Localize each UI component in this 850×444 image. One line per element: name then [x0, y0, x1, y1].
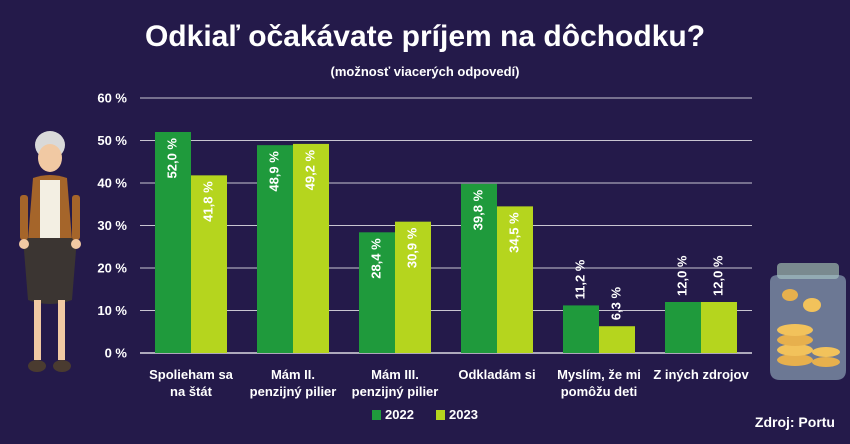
bar-2023	[701, 302, 737, 353]
x-axis: Spolieham sa na štát Mám II. penzijný pilie…	[149, 367, 749, 399]
y-axis: 0 % 10 % 20 % 30 % 40 % 50 % 60 %	[97, 91, 127, 361]
bar-2022	[359, 232, 395, 353]
bar-value-label: 34,5 %	[506, 212, 521, 253]
chart-subtitle: (možnosť viacerých odpovedí)	[331, 64, 520, 79]
y-tick-label: 0 %	[105, 346, 128, 361]
y-tick-label: 30 %	[97, 218, 127, 233]
chart-title: Odkiaľ očakávate príjem na dôchodku?	[145, 20, 705, 53]
gridlines	[140, 97, 752, 354]
legend-label: 2023	[449, 407, 478, 422]
bar-2023	[599, 326, 635, 353]
bar-2023	[293, 143, 329, 353]
y-tick-label: 40 %	[97, 176, 127, 191]
bar-value-label: 41,8 %	[200, 181, 215, 222]
legend-label: 2022	[385, 407, 414, 422]
x-category-label: Myslím, že mi	[557, 367, 641, 382]
bar-2023	[497, 206, 533, 353]
x-category-label: Mám II.	[271, 367, 315, 382]
x-category-label: pomôžu deti	[561, 384, 638, 399]
bar-2022	[665, 302, 701, 353]
bar-value-label: 30,9 %	[404, 227, 419, 268]
bar-2022	[461, 183, 497, 353]
bars	[155, 132, 737, 353]
bar-value-label: 48,9 %	[266, 151, 281, 192]
legend: 2022 2023	[372, 407, 478, 422]
x-category-label: na štát	[170, 384, 213, 399]
x-category-label: penzijný pilier	[352, 384, 439, 399]
x-category-label: penzijný pilier	[250, 384, 337, 399]
x-category-label: Spolieham sa	[149, 367, 234, 382]
bar-value-label: 12,0 %	[710, 255, 725, 296]
bar-value-label: 39,8 %	[470, 189, 485, 230]
legend-swatch-2022	[372, 410, 381, 420]
x-category-label: Mám III.	[371, 367, 419, 382]
bar-value-label: 11,2 %	[572, 259, 587, 299]
legend-swatch-2023	[436, 410, 445, 420]
bar-2022	[155, 132, 191, 353]
bar-2022	[563, 305, 599, 353]
y-tick-label: 20 %	[97, 261, 127, 276]
x-category-label: Odkladám si	[458, 367, 535, 382]
source-label: Zdroj: Portu	[755, 414, 835, 430]
bar-value-label: 28,4 %	[368, 238, 383, 279]
y-tick-label: 50 %	[97, 133, 127, 148]
bar-2023	[395, 221, 431, 353]
bar-value-label: 12,0 %	[674, 255, 689, 296]
y-tick-label: 10 %	[97, 303, 127, 318]
bar-value-label: 52,0 %	[164, 138, 179, 179]
coin-jar-illustration	[770, 263, 846, 380]
bar-2023	[191, 175, 227, 353]
y-tick-label: 60 %	[97, 91, 127, 106]
elderly-woman-illustration	[19, 131, 81, 372]
bar-value-labels: 52,0 % 41,8 % 48,9 % 49,2 % 28,4 % 30,9 % 39,8…	[164, 138, 725, 321]
x-category-label: Z iných zdrojov	[653, 367, 749, 382]
bar-value-label: 49,2 %	[302, 149, 317, 190]
bar-value-label: 6,3 %	[608, 287, 623, 321]
bar-2022	[257, 145, 293, 353]
